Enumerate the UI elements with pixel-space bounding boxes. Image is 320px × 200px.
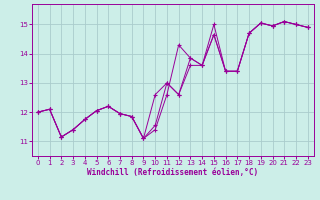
X-axis label: Windchill (Refroidissement éolien,°C): Windchill (Refroidissement éolien,°C) [87, 168, 258, 177]
